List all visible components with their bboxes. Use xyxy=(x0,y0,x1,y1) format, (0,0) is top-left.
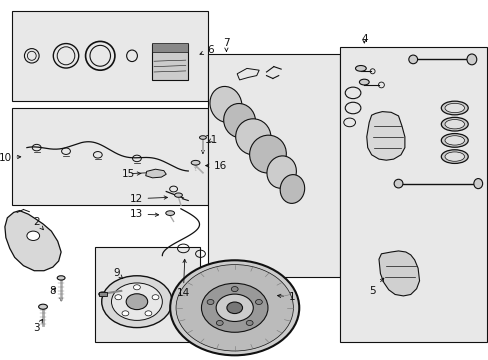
Ellipse shape xyxy=(174,193,182,197)
Text: 13: 13 xyxy=(129,209,158,219)
Ellipse shape xyxy=(355,66,366,71)
Polygon shape xyxy=(145,169,166,178)
Bar xyxy=(339,47,486,342)
Circle shape xyxy=(170,260,299,355)
Ellipse shape xyxy=(99,292,106,296)
Ellipse shape xyxy=(441,150,468,163)
Bar xyxy=(99,292,106,296)
Circle shape xyxy=(201,283,267,332)
Ellipse shape xyxy=(393,179,402,188)
Ellipse shape xyxy=(165,211,174,215)
Ellipse shape xyxy=(199,136,206,139)
Text: 10: 10 xyxy=(0,153,20,163)
Ellipse shape xyxy=(444,136,464,145)
Text: 3: 3 xyxy=(33,319,42,333)
Text: 11: 11 xyxy=(204,135,218,145)
Text: 7: 7 xyxy=(223,38,229,51)
Circle shape xyxy=(207,300,214,305)
Ellipse shape xyxy=(466,54,476,65)
Ellipse shape xyxy=(249,135,286,173)
Text: 15: 15 xyxy=(121,168,141,179)
Circle shape xyxy=(115,295,122,300)
Ellipse shape xyxy=(39,304,47,309)
Ellipse shape xyxy=(223,104,255,138)
Ellipse shape xyxy=(408,55,417,64)
Circle shape xyxy=(145,311,152,316)
Circle shape xyxy=(27,231,40,240)
Ellipse shape xyxy=(444,103,464,113)
Ellipse shape xyxy=(359,79,368,85)
Ellipse shape xyxy=(441,117,468,131)
Circle shape xyxy=(111,283,162,320)
Bar xyxy=(12,108,207,205)
Bar xyxy=(12,11,207,101)
Circle shape xyxy=(226,302,242,314)
Text: 12: 12 xyxy=(129,194,167,204)
Circle shape xyxy=(122,311,128,316)
Bar xyxy=(207,54,339,277)
Ellipse shape xyxy=(444,152,464,161)
Ellipse shape xyxy=(444,120,464,129)
Ellipse shape xyxy=(441,134,468,147)
Ellipse shape xyxy=(266,156,296,188)
Circle shape xyxy=(133,285,140,290)
Text: 1: 1 xyxy=(277,292,295,302)
Bar xyxy=(151,43,188,52)
Ellipse shape xyxy=(57,276,65,280)
Circle shape xyxy=(102,276,172,328)
Ellipse shape xyxy=(280,175,304,203)
Text: 6: 6 xyxy=(200,45,213,55)
Text: 5: 5 xyxy=(368,278,383,296)
Bar xyxy=(95,247,200,342)
Circle shape xyxy=(216,294,253,321)
Ellipse shape xyxy=(473,179,482,189)
Text: 8: 8 xyxy=(49,285,56,296)
Ellipse shape xyxy=(209,86,242,122)
Circle shape xyxy=(246,320,253,325)
Polygon shape xyxy=(366,112,404,160)
Polygon shape xyxy=(378,251,419,296)
Ellipse shape xyxy=(441,101,468,115)
Polygon shape xyxy=(5,211,61,271)
Ellipse shape xyxy=(235,119,270,155)
Circle shape xyxy=(152,295,159,300)
Circle shape xyxy=(231,287,238,292)
Circle shape xyxy=(176,265,293,351)
Text: 14: 14 xyxy=(176,259,190,298)
Circle shape xyxy=(126,294,147,310)
Text: 2: 2 xyxy=(33,217,43,230)
Ellipse shape xyxy=(191,160,200,165)
Circle shape xyxy=(216,320,223,325)
Bar xyxy=(151,44,188,80)
Text: 4: 4 xyxy=(360,33,367,44)
Text: 9: 9 xyxy=(113,268,122,279)
Text: 16: 16 xyxy=(205,161,226,171)
Circle shape xyxy=(255,300,262,305)
